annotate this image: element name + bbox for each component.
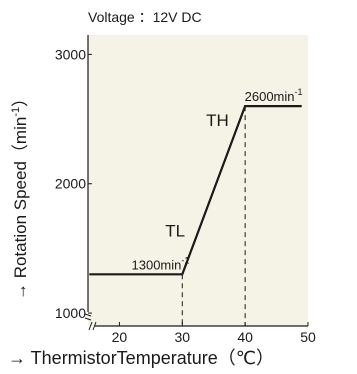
x-tick-label: 30 bbox=[174, 329, 190, 345]
series-group bbox=[89, 104, 302, 276]
x-tick-label: 20 bbox=[112, 329, 128, 345]
y-axis-label: → Rotation Speed（min-1） bbox=[10, 90, 30, 300]
data-label: 2600min-1 bbox=[245, 87, 303, 104]
x-tick-label: 50 bbox=[300, 329, 316, 345]
data-label: 1300min-1 bbox=[132, 255, 190, 272]
ticks: 1000 2000 3000 20 30 40 50 bbox=[55, 46, 316, 345]
annotation-label: TL bbox=[165, 221, 185, 240]
x-axis-break bbox=[88, 321, 97, 331]
y-axis-break bbox=[84, 313, 92, 321]
plot-background bbox=[88, 35, 308, 326]
axis-break-mark bbox=[84, 313, 97, 331]
series-line bbox=[89, 104, 302, 276]
axes bbox=[87, 35, 308, 327]
x-tick-label: 40 bbox=[237, 329, 253, 345]
annotation-label: TH bbox=[206, 111, 229, 130]
y-tick-label: 3000 bbox=[55, 46, 86, 62]
guide-lines bbox=[181, 106, 246, 326]
chart-subtitle: Voltage ：12V DC bbox=[88, 9, 202, 25]
y-tick-label: 2000 bbox=[55, 176, 86, 192]
data-labels: TL TH 1300min-1 2600min-1 bbox=[132, 87, 303, 272]
x-axis-label: → ThermistorTemperature（℃） bbox=[8, 348, 274, 368]
y-tick-label: 1000 bbox=[55, 305, 86, 321]
